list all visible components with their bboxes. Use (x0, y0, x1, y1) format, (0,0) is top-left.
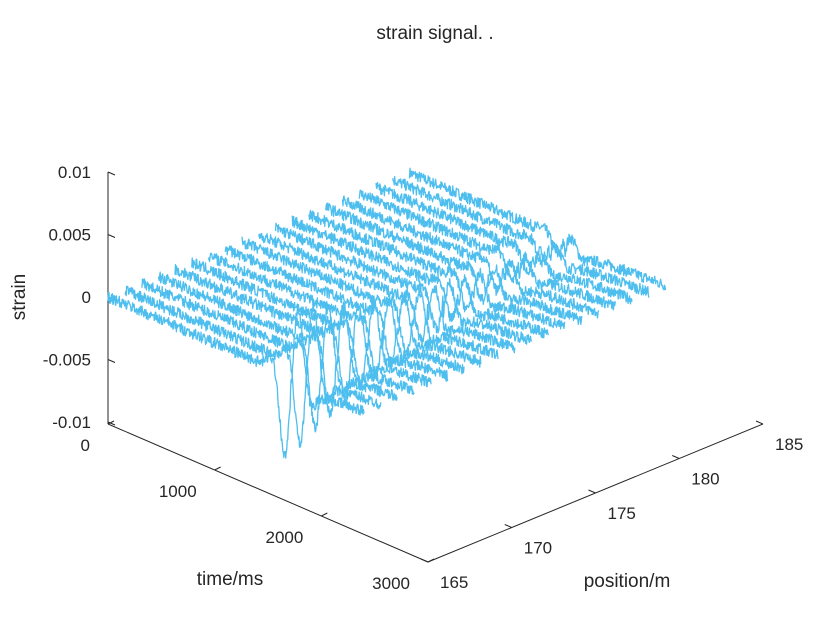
x-tick-label: 0 (81, 436, 90, 455)
x-axis-label: time/ms (197, 569, 264, 590)
x-tick (107, 420, 115, 425)
y-tick-label: 185 (775, 435, 803, 454)
strain-trace (341, 195, 600, 319)
chart-title: strain signal. . (376, 23, 493, 44)
strain-trace (174, 263, 432, 406)
strain-trace (258, 232, 516, 354)
y-tick-label: 170 (524, 539, 552, 558)
z-axis-label: strain (9, 274, 30, 320)
strain-trace (325, 202, 583, 326)
strain-trace (291, 215, 549, 339)
z-tick-label: -0.005 (43, 351, 91, 370)
x-axis-line (107, 423, 429, 563)
y-tick (504, 524, 512, 528)
axes-box: -0.01 -0.005 0 0.005 0.01 0 1000 2000 3000 165 170… (43, 163, 804, 593)
z-tick-label: 0.005 (48, 226, 91, 245)
strain-trace (207, 252, 465, 378)
x-tick (214, 466, 221, 471)
strain-trace (141, 278, 398, 433)
y-tick-label: 175 (608, 504, 636, 523)
z-tick-label: 0.01 (58, 163, 91, 182)
x-tick-label: 2000 (266, 528, 304, 547)
strain-trace (241, 236, 499, 360)
z-tick-label: 0 (82, 288, 91, 307)
y-tick (672, 455, 680, 459)
strain-trace (358, 189, 616, 311)
x-tick-label: 1000 (159, 482, 197, 501)
trace-group (107, 167, 667, 459)
z-tick (107, 359, 116, 363)
strain-trace (224, 245, 482, 368)
z-tick (107, 171, 116, 176)
strain-trace (107, 291, 365, 459)
y-axis-label: position/m (584, 571, 671, 592)
y-tick (588, 489, 596, 494)
strain-trace (191, 257, 449, 391)
x-tick (427, 558, 435, 563)
y-tick-label: 180 (691, 470, 719, 489)
strain-trace (157, 271, 415, 419)
y-tick-label: 165 (440, 573, 468, 592)
strain-trace (124, 285, 382, 448)
z-tick-label: -0.01 (52, 413, 91, 432)
z-tick (107, 234, 116, 238)
strain-trace (392, 176, 650, 298)
strain-trace (408, 167, 667, 291)
x-tick-label: 3000 (372, 574, 410, 593)
y-tick (755, 420, 764, 425)
strain-trace (308, 209, 566, 330)
strain-trace (375, 182, 633, 305)
x-tick (321, 512, 328, 517)
z-tick (107, 421, 116, 426)
strain-trace (274, 222, 533, 345)
y-tick (420, 558, 429, 563)
